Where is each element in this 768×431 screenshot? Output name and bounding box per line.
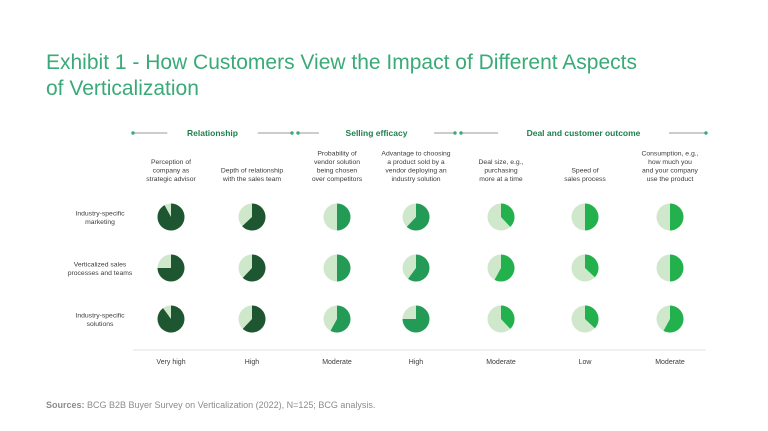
title-line-2: of Verticalization <box>46 77 199 100</box>
group-label: Selling efficacy <box>346 128 408 138</box>
column-label: Probability of <box>317 151 356 158</box>
column-label: being chosen <box>317 168 358 175</box>
impact-label: Moderate <box>486 359 516 366</box>
group-rule-dot <box>704 131 708 135</box>
row-label: Industry-specific <box>75 312 125 319</box>
column-label: Deal size, e.g., <box>479 159 524 166</box>
column-label: use the product <box>647 176 694 183</box>
impact-label: High <box>409 359 424 366</box>
column-label: more at a time <box>479 176 523 183</box>
column-label: Advantage to choosing <box>381 151 450 158</box>
pie-slice <box>242 254 266 282</box>
impact-label: Very high <box>156 359 185 366</box>
column-label: Perception of <box>151 159 191 166</box>
column-label: Depth of relationship <box>221 168 284 175</box>
column-label: with the sales team <box>222 176 282 183</box>
pie-slice <box>337 203 351 231</box>
pie-slice <box>330 305 351 333</box>
pie-slice <box>406 203 430 231</box>
row-label: Verticalized sales <box>74 261 127 268</box>
source-label: Sources: <box>46 400 85 410</box>
group-rule-dot <box>459 131 463 135</box>
pie-slice <box>337 254 351 282</box>
pie-slice <box>501 203 515 227</box>
column-label: strategic advisor <box>146 176 196 183</box>
impact-label: Moderate <box>322 359 352 366</box>
pie-slice <box>157 254 185 282</box>
group-rule-dot <box>453 131 457 135</box>
group-rule-dot <box>131 131 135 135</box>
pie-slice <box>157 305 185 333</box>
column-label: Speed of <box>571 168 598 175</box>
source-text: BCG B2B Buyer Survey on Verticalization … <box>87 400 376 410</box>
column-label: sales process <box>564 176 606 183</box>
pie-slice <box>408 254 430 282</box>
title-line-1: Exhibit 1 - How Customers View the Impac… <box>46 51 637 74</box>
row-label: processes and teams <box>68 270 133 277</box>
column-label: and your company <box>642 168 699 175</box>
pie-slice <box>585 254 599 278</box>
source-note: Sources: BCG B2B Buyer Survey on Vertica… <box>46 400 375 410</box>
row-label: solutions <box>87 321 114 328</box>
pie-slice <box>670 203 684 231</box>
group-rule-dot <box>296 131 300 135</box>
column-label: vendor deploying an <box>385 168 446 175</box>
column-label: a product sold by a <box>387 159 445 166</box>
pie-slice <box>402 305 430 333</box>
impact-label: High <box>245 359 260 366</box>
row-label: Industry-specific <box>75 210 125 217</box>
pie-slice <box>242 203 266 231</box>
column-label: purchasing <box>484 168 517 175</box>
pie-slice <box>663 305 684 333</box>
page-title: Exhibit 1 - How Customers View the Impac… <box>46 50 686 102</box>
group-label: Relationship <box>187 128 238 138</box>
column-label: over competitors <box>312 176 363 183</box>
impact-label: Moderate <box>655 359 685 366</box>
column-label: industry solution <box>391 176 440 183</box>
pie-slice <box>242 305 266 333</box>
column-label: company as <box>153 168 190 175</box>
column-label: how much you <box>648 159 692 166</box>
column-label: vendor solution <box>314 159 360 166</box>
pie-slice <box>670 254 684 282</box>
column-label: Consumption, e.g., <box>641 151 698 158</box>
group-label: Deal and customer outcome <box>527 128 641 138</box>
pie-slice <box>585 305 599 329</box>
row-label: marketing <box>85 219 115 226</box>
pie-slice <box>585 203 599 231</box>
pie-slice <box>157 203 185 231</box>
pie-slice <box>501 305 515 329</box>
group-rule-dot <box>290 131 294 135</box>
pie-slice <box>494 254 515 282</box>
impact-label: Low <box>579 359 593 366</box>
